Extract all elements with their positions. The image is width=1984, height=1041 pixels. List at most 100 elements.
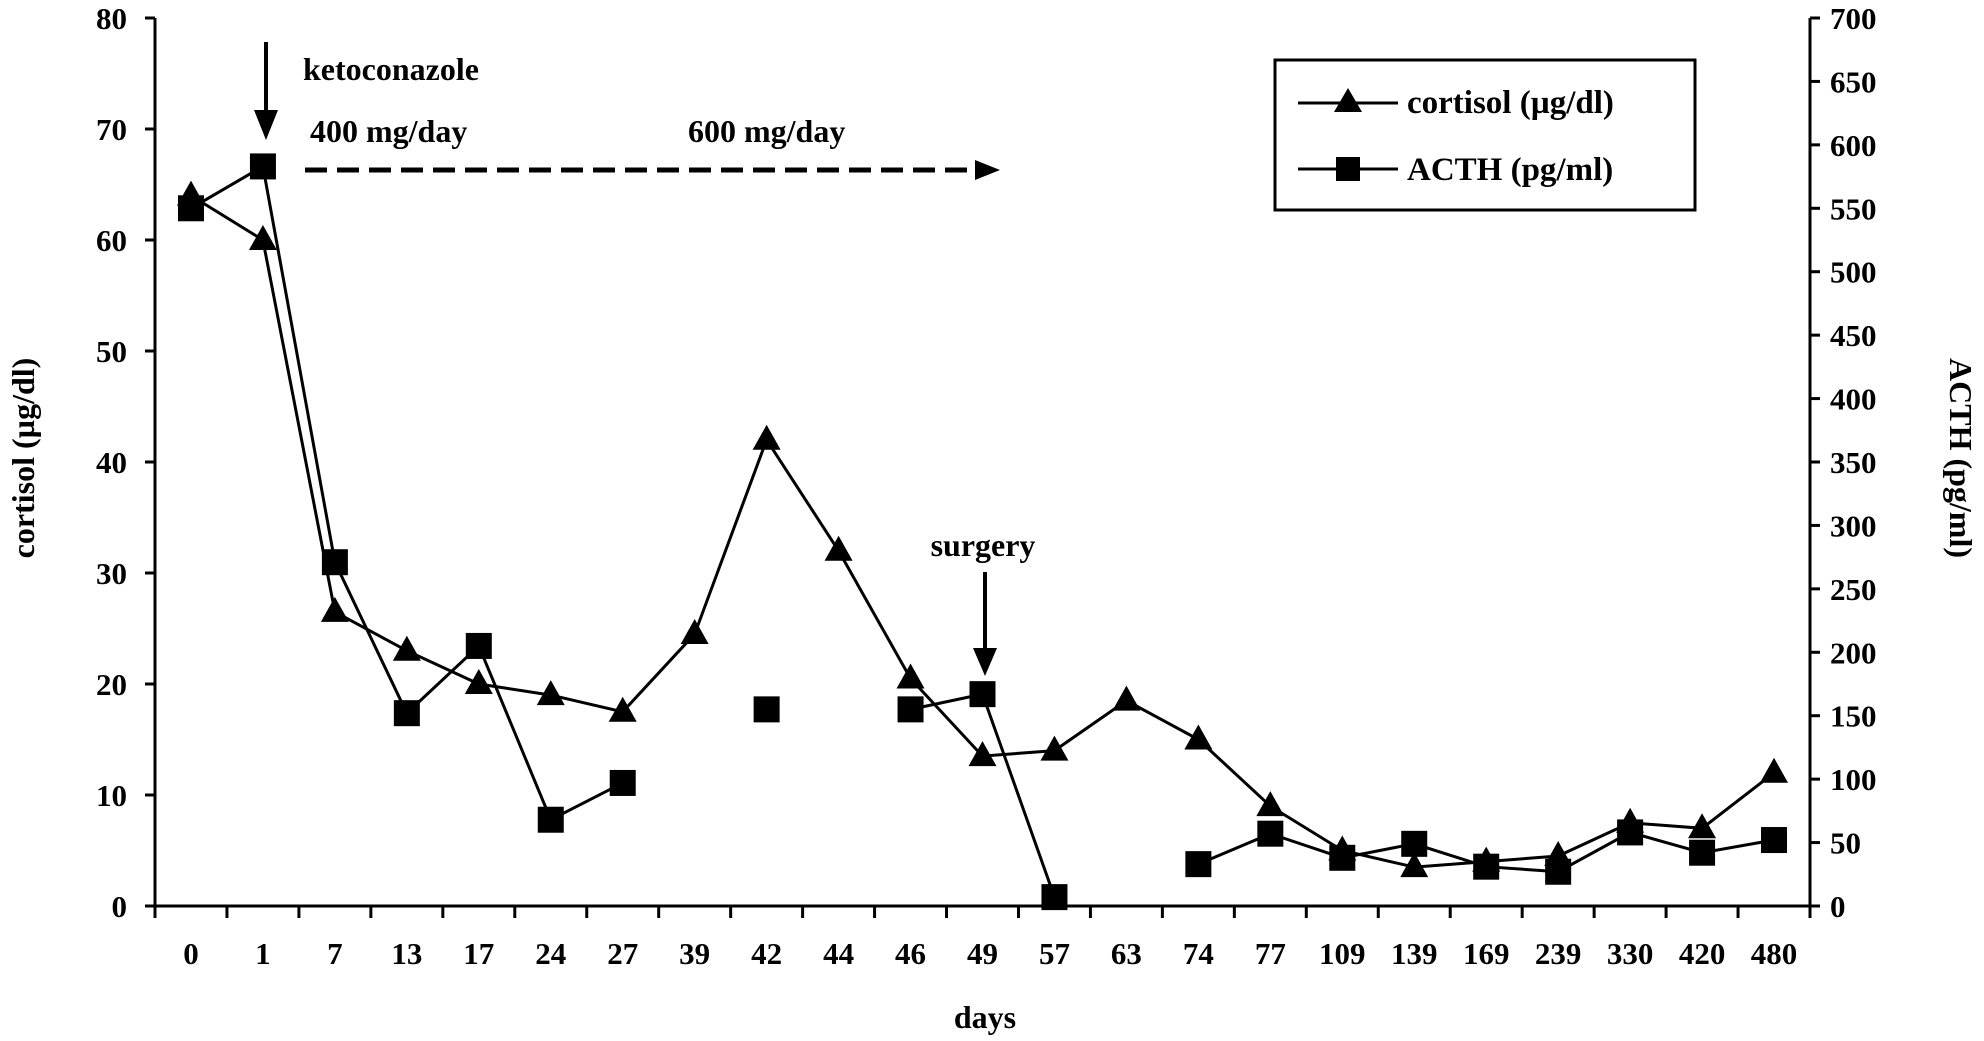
surgery-arrow-head (973, 648, 997, 676)
cortisol-point (320, 596, 349, 622)
cortisol-point (464, 669, 493, 694)
acth-point (177, 195, 204, 222)
x-tick-label: 27 (607, 936, 638, 971)
cortisol-point (608, 696, 637, 722)
x-tick-label: 109 (1319, 936, 1366, 971)
acth-point (1473, 853, 1500, 880)
acth-point (1545, 858, 1572, 885)
acth-line (910, 692, 1056, 898)
legend-box (1273, 58, 1697, 212)
x-tick-label: 139 (1391, 936, 1438, 971)
y2-tick-label: 600 (1830, 128, 1877, 163)
x-tick-label: 74 (1183, 936, 1214, 971)
cortisol-point (752, 424, 781, 450)
cortisol-point (680, 619, 709, 645)
y-tick-label: 10 (96, 778, 127, 813)
cortisol-point (1040, 735, 1069, 761)
acth-point (1185, 851, 1212, 878)
acth-point (249, 153, 276, 180)
acth-point (897, 696, 924, 723)
cortisol-point (1112, 685, 1141, 711)
cortisol-point (896, 663, 925, 689)
cortisol-point (248, 225, 277, 250)
acth-point (1041, 884, 1068, 911)
legend-cortisol-marker (1334, 88, 1362, 112)
acth-point (969, 681, 996, 708)
cortisol-point (824, 535, 853, 561)
y2-tick-label: 350 (1830, 445, 1877, 480)
cortisol-point (968, 741, 997, 767)
y2-tick-label: 400 (1830, 382, 1877, 417)
y-tick-label: 0 (112, 889, 128, 924)
series-markers (176, 153, 1789, 911)
y2-tick-label: 700 (1830, 1, 1877, 36)
right-axis-ticks: 0 50 100 150 200 250 300 350 400 450 500 550 600 650 7… (1810, 1, 1877, 924)
y2-tick-label: 500 (1830, 255, 1877, 290)
ketoconazole-label: ketoconazole (303, 51, 479, 87)
acth-point (321, 549, 348, 576)
x-tick-label: 17 (463, 936, 494, 971)
y2-tick-label: 300 (1830, 508, 1877, 543)
cortisol-point (1256, 791, 1285, 817)
legend-cortisol-label: cortisol (µg/dl) (1407, 85, 1614, 121)
y2-tick-label: 0 (1830, 889, 1846, 924)
x-tick-label: 44 (823, 936, 854, 971)
y-tick-label: 30 (96, 556, 127, 591)
acth-point (465, 632, 492, 659)
y2-tick-label: 650 (1830, 64, 1877, 99)
y2-axis-title: ACTH (pg/ml) (1943, 358, 1979, 558)
surgery-label: surgery (931, 527, 1036, 563)
y-tick-label: 70 (96, 112, 127, 147)
acth-point (1617, 819, 1644, 846)
acth-point (1689, 839, 1716, 866)
acth-point (1761, 827, 1788, 854)
y-tick-label: 40 (96, 445, 127, 480)
cortisol-point (392, 635, 421, 661)
x-tick-label: 42 (751, 936, 782, 971)
cortisol-point (536, 680, 565, 706)
treatment-arrow-head (975, 160, 1000, 180)
legend: cortisol (µg/dl) ACTH (pg/ml) (1273, 58, 1697, 212)
y2-tick-label: 550 (1830, 191, 1877, 226)
x-tick-label: 24 (535, 936, 566, 971)
cortisol-point (1184, 724, 1213, 750)
x-tick-label: 13 (391, 936, 422, 971)
x-tick-label: 239 (1535, 936, 1582, 971)
y2-tick-label: 100 (1830, 762, 1877, 797)
y2-tick-label: 50 (1830, 826, 1861, 861)
x-tick-label: 63 (1111, 936, 1142, 971)
x-tick-label: 57 (1039, 936, 1070, 971)
y-tick-label: 50 (96, 334, 127, 369)
legend-acth-marker (1336, 157, 1360, 181)
legend-acth-label: ACTH (pg/ml) (1407, 152, 1613, 188)
acth-point (1329, 844, 1356, 871)
x-tick-label: 330 (1607, 936, 1654, 971)
acth-point (753, 696, 780, 723)
surgery-annotation: surgery (931, 527, 1036, 676)
x-tick-label: 7 (327, 936, 343, 971)
ketoconazole-arrow-head (254, 110, 278, 140)
acth-point (537, 806, 564, 833)
legend-item-acth: ACTH (pg/ml) (1298, 152, 1613, 188)
y2-tick-label: 200 (1830, 635, 1877, 670)
x-tick-label: 46 (895, 936, 926, 971)
cortisol-point (1688, 813, 1717, 839)
legend-item-cortisol: cortisol (µg/dl) (1298, 85, 1614, 121)
acth-point (1257, 820, 1284, 847)
acth-point (609, 769, 636, 796)
x-tick-label: 420 (1679, 936, 1726, 971)
acth-point (393, 700, 420, 727)
y2-tick-label: 250 (1830, 572, 1877, 607)
y-axis-title: cortisol (µg/dl) (5, 358, 41, 559)
x-tick-label: 77 (1255, 936, 1286, 971)
y2-tick-label: 450 (1830, 318, 1877, 353)
y-tick-label: 80 (96, 1, 127, 36)
y2-tick-label: 150 (1830, 699, 1877, 734)
cortisol-point (1760, 757, 1789, 783)
dose-400-label: 400 mg/day (310, 113, 467, 149)
x-tick-label: 169 (1463, 936, 1510, 971)
cortisol-point (1400, 852, 1429, 878)
x-tick-label: 39 (679, 936, 710, 971)
acth-point (1401, 830, 1428, 857)
